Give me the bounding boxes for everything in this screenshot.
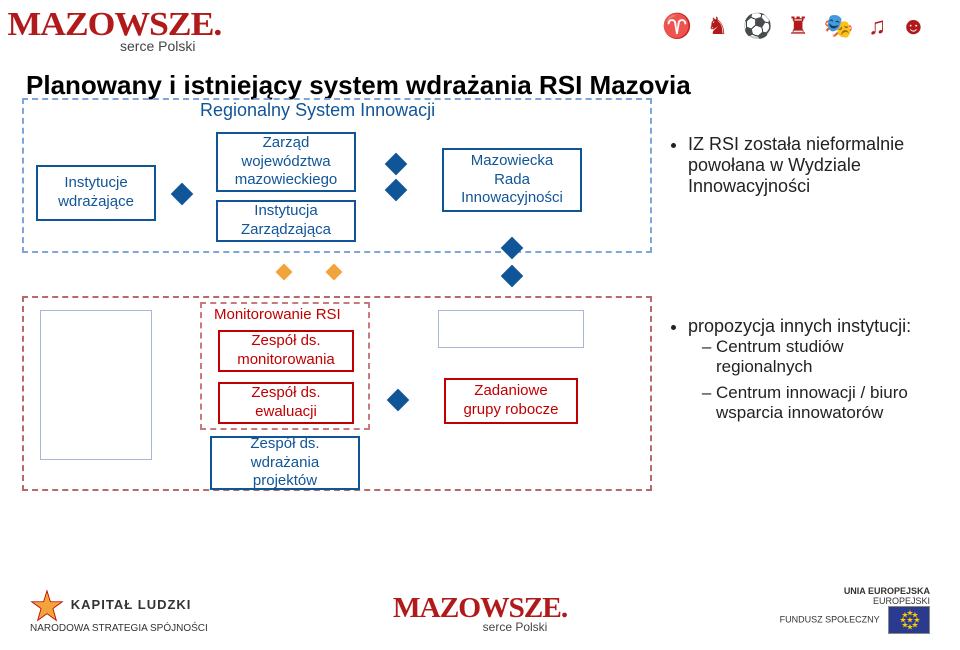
brand-logo: MAZOWSZE.	[393, 593, 567, 625]
connector-icon	[326, 264, 343, 281]
box-instytucja-zarzadzajaca: InstytucjaZarządzająca	[216, 200, 356, 242]
bullet-item: IZ RSI została nieformalnie powołana w W…	[688, 134, 940, 197]
footer-kl: KAPITAŁ LUDZKI NARODOWA STRATEGIA SPÓJNO…	[30, 589, 208, 634]
placeholder-box	[40, 310, 152, 460]
connector-icon	[501, 265, 524, 288]
header-icon-row: ♈ ♞ ⚽ ♜ 🎭 ♫ ☻	[662, 12, 930, 41]
box-instytucje: Instytucjewdrażające	[36, 165, 156, 221]
bullet-sub-item: Centrum studiów regionalnych	[716, 337, 940, 377]
page-title: Planowany i istniejący system wdrażania …	[26, 70, 691, 101]
bullet-lead: propozycja innych instytucji:	[688, 316, 911, 336]
placeholder-box	[438, 310, 584, 348]
bullet-group-bottom: propozycja innych instytucji: Centrum st…	[670, 316, 940, 429]
eu-flag-icon	[888, 606, 930, 634]
page-header: MAZOWSZE. serce Polski ♈ ♞ ⚽ ♜ 🎭 ♫ ☻	[30, 6, 930, 56]
eu-line: FUNDUSZ SPOŁECZNY	[780, 614, 880, 624]
box-zadaniowe: Zadaniowegrupy robocze	[444, 378, 578, 424]
footer-eu: UNIA EUROPEJSKA EUROPEJSKI FUNDUSZ SPOŁE…	[780, 586, 930, 634]
bullet-sub-item: Centrum innowacji / biuro wsparcia innow…	[716, 383, 940, 423]
connector-icon	[276, 264, 293, 281]
top-section-label: Regionalny System Innowacji	[200, 100, 435, 121]
eu-line: UNIA EUROPEJSKA	[844, 586, 930, 596]
box-rada: MazowieckaRadaInnowacyjności	[442, 148, 582, 212]
monitor-label: Monitorowanie RSI	[214, 306, 341, 323]
box-wdrazania: Zespół ds.wdrażaniaprojektów	[210, 436, 360, 490]
page-footer: KAPITAŁ LUDZKI NARODOWA STRATEGIA SPÓJNO…	[30, 580, 930, 640]
box-zarzad: Zarządwojewództwamazowieckiego	[216, 132, 356, 192]
footer-brand: MAZOWSZE. serce Polski	[397, 593, 563, 634]
box-ewaluacja: Zespół ds.ewaluacji	[218, 382, 354, 424]
bullet-item: propozycja innych instytucji: Centrum st…	[688, 316, 940, 423]
kl-star-icon	[30, 589, 64, 623]
box-monitor: Zespół ds.monitorowania	[218, 330, 354, 372]
kl-title: KAPITAŁ LUDZKI	[71, 597, 192, 612]
kl-sub: NARODOWA STRATEGIA SPÓJNOŚCI	[30, 623, 208, 634]
eu-line: EUROPEJSKI	[873, 596, 930, 606]
bullet-group-top: IZ RSI została nieformalnie powołana w W…	[670, 134, 940, 203]
